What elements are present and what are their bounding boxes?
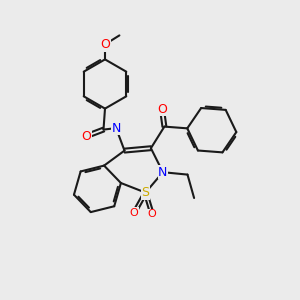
- Text: O: O: [148, 209, 157, 219]
- Text: O: O: [81, 130, 91, 143]
- Text: S: S: [142, 186, 149, 199]
- Text: N: N: [111, 122, 121, 135]
- Text: H: H: [113, 122, 121, 132]
- Text: O: O: [100, 38, 110, 51]
- Text: O: O: [130, 208, 139, 218]
- Text: O: O: [157, 103, 167, 116]
- Text: N: N: [158, 166, 168, 179]
